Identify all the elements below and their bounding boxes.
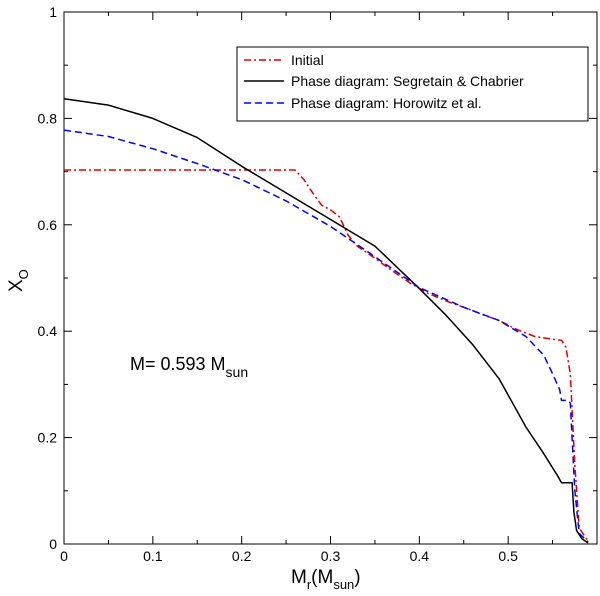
x-tick-label: 0.3 [321, 548, 341, 564]
x-title-sub2: sun [333, 577, 354, 592]
legend-label-horowitz: Phase diagram: Horowitz et al. [291, 95, 482, 111]
y-tick-label: 0.8 [38, 110, 58, 126]
x-title-main: M [291, 567, 307, 588]
series-horowitz [63, 129, 589, 543]
series-group [63, 97, 589, 544]
y-axis-title: XO [6, 269, 31, 292]
legend-box [236, 46, 589, 122]
series-initial [64, 169, 589, 542]
y-tick-label: 1 [49, 4, 57, 20]
x-tick-label: 0.5 [498, 548, 518, 564]
x-axis-title: Mr(Msun) [291, 567, 361, 592]
y-tick-label: 0.6 [38, 217, 58, 233]
mass-annotation: M= 0.593 Msun [130, 354, 248, 380]
mass-annotation-sub: sun [226, 364, 249, 380]
y-title-sub: O [16, 269, 31, 279]
x-tick-label: 0.4 [410, 548, 430, 564]
x-tick-label: 0.1 [143, 548, 163, 564]
tick-group: 0 0.1 0.2 0.3 0.4 0.5 0 0.2 0.4 0.6 0.8 1 [38, 4, 597, 564]
series-segretain-chabrier [63, 97, 589, 544]
y-tick-label: 0.2 [38, 430, 58, 446]
x-title-mid: (M [311, 567, 333, 588]
y-tick-label: 0.4 [38, 323, 58, 339]
x-title-end: ) [354, 567, 360, 588]
x-title-sub1: r [307, 577, 312, 592]
mass-annotation-main: M= 0.593 M [130, 354, 226, 374]
legend-label-segretain-chabrier: Phase diagram: Segretain & Chabrier [291, 73, 524, 89]
legend: Initial Phase diagram: Segretain & Chabr… [236, 46, 589, 122]
y-title-main: X [6, 279, 27, 292]
y-tick-label: 0 [49, 536, 57, 552]
legend-label-initial: Initial [291, 52, 324, 68]
x-tick-label: 0 [60, 548, 68, 564]
x-tick-label: 0.2 [232, 548, 252, 564]
